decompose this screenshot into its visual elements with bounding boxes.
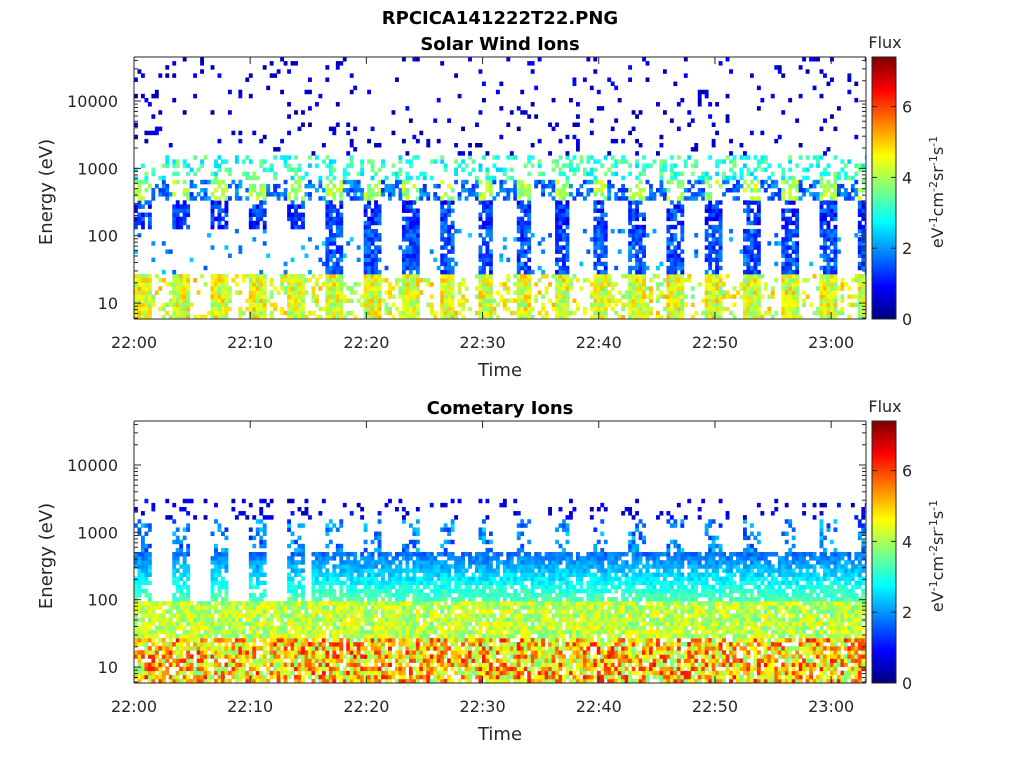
x-tick-label: 22:20 [343,697,389,716]
x-tick-label: 22:30 [460,333,506,352]
colorbar-tick-label: 6 [902,462,912,481]
colorbar-label: eV-1cm-2sr-1s-1 [927,136,948,248]
colorbar-tick-label: 0 [902,310,912,329]
y-axis-label: Energy (eV) [36,139,57,245]
colorbar: 0 2 4 6 Flux eV-1cm-2sr-1s-1 [868,33,947,329]
heatmap-cells [134,498,866,683]
heatmap-cells [134,57,866,319]
panel-title: Solar Wind Ions [420,34,579,55]
colorbar-title: Flux [868,33,901,52]
colorbar-title: Flux [868,397,901,416]
colorbar-tick-label: 4 [902,532,912,551]
y-axis-label: Energy (eV) [36,503,57,609]
x-axis-label: Time [477,360,522,381]
y-tick-label: 10000 [67,92,118,111]
x-tick-label: 22:10 [227,697,273,716]
x-tick-label: 22:00 [111,697,157,716]
x-tick-label: 22:50 [692,697,738,716]
figure-title: RPCICA141222T22.PNG [382,8,618,29]
x-tick-label: 22:50 [692,333,738,352]
colorbar-label: eV-1cm-2sr-1s-1 [927,500,948,612]
x-axis-label: Time [477,724,522,745]
colorbar: 0 2 4 6 Flux eV-1cm-2sr-1s-1 [868,397,947,693]
colorbar-tick-label: 4 [902,168,912,187]
colorbar-tick-label: 2 [902,239,912,258]
spectrogram-panel-2: Cometary Ions 10 100 1000 10000 22:00 22:10 22:… [36,397,947,745]
y-tick-label: 10000 [67,456,118,475]
colorbar-tick-label: 2 [902,603,912,622]
panel-title: Cometary Ions [427,398,574,419]
y-tick-label: 100 [87,591,118,610]
x-tick-label: 22:40 [576,333,622,352]
y-tick-label: 10 [98,658,118,677]
axes-frame [133,420,867,684]
x-tick-label: 23:00 [808,333,854,352]
y-tick-label: 10 [98,294,118,313]
spectrogram-panel-1: Solar Wind Ions 10 100 1000 10000 22:00 22:10 2… [36,33,947,381]
y-tick-label: 1000 [77,523,118,542]
y-tick-label: 1000 [77,159,118,178]
x-tick-label: 22:00 [111,333,157,352]
x-tick-label: 22:30 [460,697,506,716]
axes-frame [133,56,867,320]
x-tick-label: 22:20 [343,333,389,352]
x-tick-label: 23:00 [808,697,854,716]
x-tick-label: 22:40 [576,697,622,716]
y-tick-label: 100 [87,227,118,246]
colorbar-tick-label: 0 [902,674,912,693]
x-tick-label: 22:10 [227,333,273,352]
colorbar-tick-label: 6 [902,98,912,117]
